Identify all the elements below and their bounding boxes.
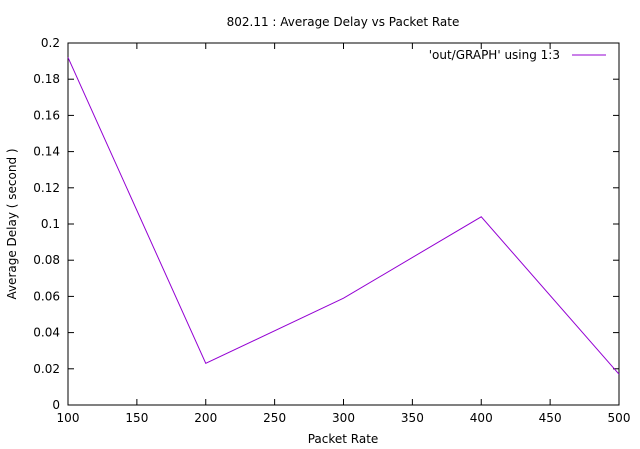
legend: 'out/GRAPH' using 1:3 xyxy=(429,48,606,62)
y-tick-label: 0.04 xyxy=(33,326,60,340)
y-tick-label: 0 xyxy=(52,398,60,412)
x-tick-label: 200 xyxy=(194,411,217,425)
y-tick-label: 0.08 xyxy=(33,253,60,267)
x-tick-label: 400 xyxy=(470,411,493,425)
y-tick-label: 0.02 xyxy=(33,362,60,376)
x-tick-label: 100 xyxy=(57,411,80,425)
y-tick-label: 0.1 xyxy=(41,217,60,231)
plot-frame xyxy=(67,42,620,406)
x-tick-label: 350 xyxy=(401,411,424,425)
series-layer xyxy=(67,57,620,375)
x-tick-label: 250 xyxy=(263,411,286,425)
chart-title: 802.11 : Average Delay vs Packet Rate xyxy=(227,15,460,29)
x-tick-label: 450 xyxy=(539,411,562,425)
legend-label: 'out/GRAPH' using 1:3 xyxy=(429,48,560,62)
x-axis: 100 150 200 250 300 350 400 450 500 xyxy=(57,43,631,425)
y-tick-label: 0.06 xyxy=(33,289,60,303)
y-tick-label: 0.18 xyxy=(33,72,60,86)
series-line xyxy=(67,57,620,375)
y-tick-label: 0.16 xyxy=(33,108,60,122)
x-axis-title: Packet Rate xyxy=(308,432,379,446)
y-tick-label: 0.12 xyxy=(33,181,60,195)
x-tick-label: 300 xyxy=(332,411,355,425)
x-tick-label: 500 xyxy=(608,411,631,425)
y-axis-title: Average Delay ( second ) xyxy=(5,148,19,299)
y-tick-label: 0.2 xyxy=(41,36,60,50)
y-axis: 0 0.02 0.04 0.06 0.08 0.1 0.12 0.14 0.16 0.18 0.2 xyxy=(33,36,619,412)
x-tick-label: 150 xyxy=(125,411,148,425)
y-tick-label: 0.14 xyxy=(33,145,60,159)
